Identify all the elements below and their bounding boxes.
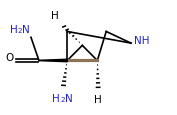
Text: H: H [51, 11, 59, 20]
Polygon shape [39, 60, 67, 62]
Text: O: O [6, 53, 14, 62]
Text: 2: 2 [18, 27, 22, 33]
Text: H: H [52, 93, 60, 103]
Text: 2: 2 [60, 96, 65, 102]
Text: N: N [65, 93, 72, 103]
Text: NH: NH [134, 36, 149, 46]
Text: N: N [22, 24, 30, 34]
Text: H: H [94, 95, 102, 104]
Text: H: H [10, 24, 18, 34]
